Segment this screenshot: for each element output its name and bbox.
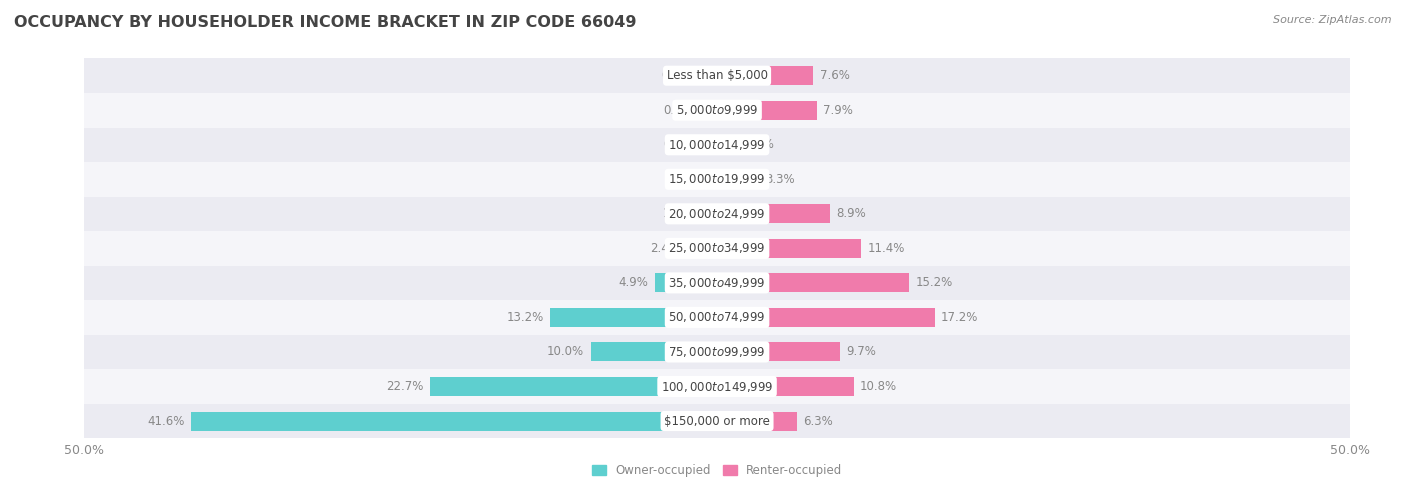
- Bar: [84, 231, 1350, 265]
- Bar: [430, 377, 717, 396]
- Text: 0.95%: 0.95%: [662, 69, 699, 82]
- Text: $20,000 to $24,999: $20,000 to $24,999: [668, 207, 766, 221]
- Bar: [84, 128, 1350, 162]
- Text: 11.4%: 11.4%: [868, 242, 905, 255]
- Bar: [84, 265, 1350, 300]
- Bar: [84, 335, 1350, 369]
- Bar: [717, 377, 853, 396]
- Text: $15,000 to $19,999: $15,000 to $19,999: [668, 172, 766, 187]
- Bar: [704, 66, 717, 85]
- Bar: [84, 369, 1350, 404]
- Text: 13.2%: 13.2%: [506, 311, 544, 324]
- Bar: [717, 412, 797, 431]
- Bar: [717, 170, 759, 189]
- Text: $25,000 to $34,999: $25,000 to $34,999: [668, 242, 766, 255]
- Text: 41.6%: 41.6%: [148, 414, 184, 428]
- Text: 1.3%: 1.3%: [665, 173, 695, 186]
- Text: 2.4%: 2.4%: [651, 242, 681, 255]
- Bar: [717, 239, 862, 258]
- Text: $5,000 to $9,999: $5,000 to $9,999: [676, 103, 758, 117]
- Text: 4.9%: 4.9%: [619, 277, 648, 289]
- Bar: [717, 101, 817, 120]
- Bar: [717, 342, 839, 361]
- Text: 1.4%: 1.4%: [664, 207, 693, 220]
- Text: OCCUPANCY BY HOUSEHOLDER INCOME BRACKET IN ZIP CODE 66049: OCCUPANCY BY HOUSEHOLDER INCOME BRACKET …: [14, 15, 637, 30]
- Bar: [84, 162, 1350, 197]
- Text: 3.3%: 3.3%: [765, 173, 794, 186]
- Text: $100,000 to $149,999: $100,000 to $149,999: [661, 379, 773, 393]
- Bar: [717, 205, 830, 224]
- Bar: [191, 412, 717, 431]
- Bar: [717, 135, 738, 154]
- Text: 17.2%: 17.2%: [941, 311, 979, 324]
- Bar: [699, 205, 717, 224]
- Legend: Owner-occupied, Renter-occupied: Owner-occupied, Renter-occupied: [586, 459, 848, 482]
- Text: 15.2%: 15.2%: [915, 277, 953, 289]
- Bar: [84, 58, 1350, 93]
- Bar: [550, 308, 717, 327]
- Text: $50,000 to $74,999: $50,000 to $74,999: [668, 310, 766, 324]
- Text: $150,000 or more: $150,000 or more: [664, 414, 770, 428]
- Text: $10,000 to $14,999: $10,000 to $14,999: [668, 138, 766, 152]
- Bar: [717, 66, 813, 85]
- Text: 6.3%: 6.3%: [803, 414, 832, 428]
- Bar: [84, 300, 1350, 335]
- Bar: [591, 342, 717, 361]
- Bar: [84, 404, 1350, 438]
- Text: 1.7%: 1.7%: [745, 138, 775, 151]
- Text: 0.77%: 0.77%: [664, 138, 702, 151]
- Text: Source: ZipAtlas.com: Source: ZipAtlas.com: [1274, 15, 1392, 25]
- Text: 0.85%: 0.85%: [664, 104, 700, 117]
- Bar: [655, 273, 717, 292]
- Bar: [686, 239, 717, 258]
- Bar: [707, 135, 717, 154]
- Text: 22.7%: 22.7%: [387, 380, 423, 393]
- Text: 7.6%: 7.6%: [820, 69, 849, 82]
- Text: 8.9%: 8.9%: [837, 207, 866, 220]
- Bar: [717, 273, 910, 292]
- Text: 10.8%: 10.8%: [860, 380, 897, 393]
- Bar: [700, 170, 717, 189]
- Text: Less than $5,000: Less than $5,000: [666, 69, 768, 82]
- Bar: [84, 93, 1350, 128]
- Text: 9.7%: 9.7%: [846, 345, 876, 358]
- Bar: [706, 101, 717, 120]
- Text: 7.9%: 7.9%: [824, 104, 853, 117]
- Bar: [84, 197, 1350, 231]
- Text: $75,000 to $99,999: $75,000 to $99,999: [668, 345, 766, 359]
- Text: $35,000 to $49,999: $35,000 to $49,999: [668, 276, 766, 290]
- Text: 10.0%: 10.0%: [547, 345, 585, 358]
- Bar: [717, 308, 935, 327]
